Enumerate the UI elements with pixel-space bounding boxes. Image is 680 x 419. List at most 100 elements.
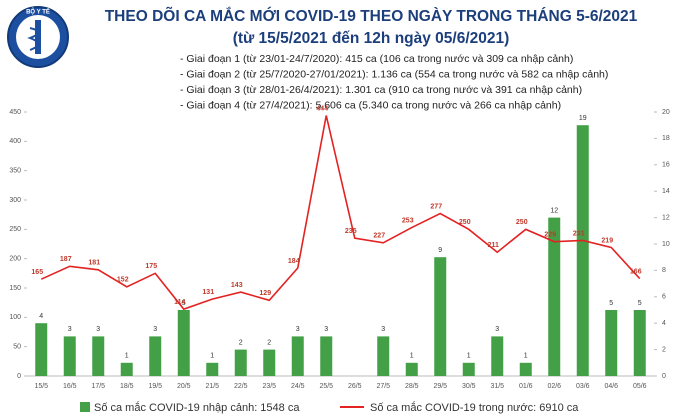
x-tick-label: 22/5 [234, 383, 248, 390]
bar-label: 1 [524, 353, 528, 360]
x-tick-label: 30/5 [462, 383, 476, 390]
y-tick-label: 100 [9, 314, 21, 321]
y2-tick-label: 4 [662, 320, 666, 327]
bar [234, 349, 247, 376]
x-tick-label: 20/5 [177, 383, 191, 390]
line-label: 131 [202, 289, 214, 296]
y-tick-label: 200 [9, 256, 21, 263]
bar-label: 3 [495, 326, 499, 333]
x-tick-label: 01/6 [519, 383, 533, 390]
line-label: 219 [601, 237, 613, 244]
line-label: 235 [345, 228, 357, 235]
x-tick-label: 23/5 [262, 383, 276, 390]
bar [519, 362, 532, 376]
bar [491, 336, 504, 376]
y2-tick-label: 12 [662, 214, 670, 221]
y-tick-label: 300 [9, 197, 21, 204]
bar [605, 310, 618, 376]
y2-tick-label: 14 [662, 188, 670, 195]
x-tick-label: 16/5 [63, 383, 77, 390]
x-tick-label: 19/5 [148, 383, 162, 390]
x-tick-label: 26/5 [348, 383, 362, 390]
bar [462, 362, 475, 376]
line-label: 229 [544, 231, 556, 238]
bar-label: 3 [324, 326, 328, 333]
x-tick-label: 15/5 [34, 383, 48, 390]
logo-text: BỘ Y TẾ [26, 8, 50, 16]
y-tick-label: 350 [9, 168, 21, 175]
bar-label: 12 [550, 207, 558, 214]
x-tick-label: 17/5 [91, 383, 105, 390]
y-tick-label: 250 [9, 226, 21, 233]
bar [206, 362, 219, 376]
legend-label: Số ca mắc COVID-19 nhập cảnh: 1548 ca [94, 401, 300, 414]
line [40, 115, 641, 311]
bar [149, 336, 162, 376]
y-tick-label: 50 [13, 344, 21, 351]
bar-label: 3 [381, 326, 385, 333]
bar [291, 336, 304, 376]
y-tick-label: 400 [9, 138, 21, 145]
x-tick-label: 25/5 [319, 383, 333, 390]
y-tick-label: 0 [17, 373, 21, 380]
bar [377, 336, 390, 376]
bar [92, 336, 105, 376]
line-label: 277 [430, 203, 442, 210]
x-tick-label: 02/6 [547, 383, 561, 390]
y2-tick-label: 8 [662, 267, 666, 274]
bar [177, 310, 190, 376]
line-label: 143 [231, 282, 243, 289]
line-label: 187 [60, 256, 72, 263]
line-label: 250 [459, 219, 471, 226]
bar [405, 362, 418, 376]
bar [35, 323, 48, 376]
line-label: 211 [488, 242, 499, 249]
x-tick-label: 27/5 [376, 383, 390, 390]
bar-label: 3 [153, 326, 157, 333]
line-label: 152 [117, 277, 129, 284]
x-tick-label: 24/5 [291, 383, 305, 390]
y-tick-label: 150 [9, 285, 21, 292]
line-label: 166 [630, 268, 642, 275]
bar-label: 1 [125, 353, 129, 360]
bar-label: 5 [609, 300, 613, 307]
note: - Giai đoạn 4 (từ 27/4/2021): 5.606 ca (… [180, 99, 561, 111]
y2-tick-label: 0 [662, 373, 666, 380]
x-tick-label: 05/6 [633, 383, 647, 390]
y2-tick-label: 6 [662, 294, 666, 301]
bar [263, 349, 276, 376]
bar [120, 362, 133, 376]
line-label: 231 [573, 230, 585, 237]
x-tick-label: 31/5 [490, 383, 504, 390]
y2-tick-label: 16 [662, 162, 670, 169]
bar-label: 1 [210, 353, 214, 360]
x-tick-label: 28/5 [405, 383, 419, 390]
bar-label: 9 [438, 247, 442, 254]
legend-label: Số ca mắc COVID-19 trong nước: 6910 ca [370, 401, 579, 414]
bar-label: 5 [638, 300, 642, 307]
line-label: 250 [516, 219, 528, 226]
bar-label: 4 [39, 313, 43, 320]
y2-tick-label: 10 [662, 241, 670, 248]
x-tick-label: 21/5 [205, 383, 219, 390]
y2-tick-label: 20 [662, 109, 670, 116]
bar [434, 257, 447, 376]
bar-label: 2 [267, 339, 271, 346]
bar [63, 336, 76, 376]
line-label: 253 [402, 217, 414, 224]
line-label: 165 [31, 269, 43, 276]
x-tick-label: 29/5 [433, 383, 447, 390]
x-tick-label: 03/6 [576, 383, 590, 390]
bar [576, 125, 589, 376]
y2-tick-label: 2 [662, 346, 666, 353]
bar [633, 310, 646, 376]
line-label: 129 [259, 290, 271, 297]
line-label: 227 [373, 233, 385, 240]
y-tick-label: 450 [9, 109, 21, 116]
line-label: 184 [288, 258, 300, 265]
line-label: 444 [316, 105, 328, 112]
logo: BỘ Y TẾ [7, 6, 69, 68]
title: THEO DÕI CA MẮC MỚI COVID-19 THEO NGÀY T… [105, 7, 638, 25]
line-label: 175 [145, 263, 157, 270]
